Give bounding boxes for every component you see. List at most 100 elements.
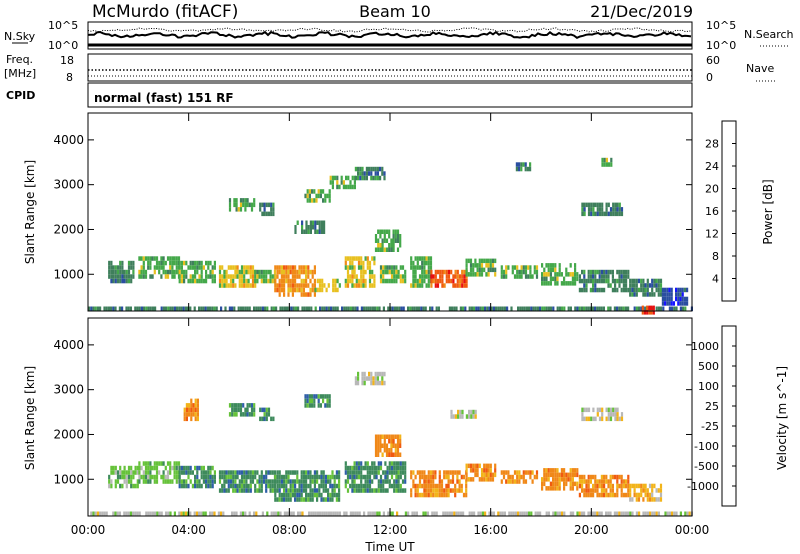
data-cell: [351, 184, 354, 190]
data-cell: [138, 474, 141, 480]
data-cell: [627, 274, 630, 279]
data-cell: [213, 306, 216, 311]
data-cell: [382, 483, 385, 489]
data-cell: [218, 283, 222, 288]
data-cell: [465, 463, 468, 469]
data-cell: [243, 488, 246, 493]
data-cell: [196, 470, 199, 475]
data-cell: [418, 274, 422, 279]
data-cell: [260, 269, 263, 275]
data-cell: [465, 267, 468, 273]
data-cell: [187, 265, 190, 270]
data-cell: [427, 256, 430, 261]
data-cell: [327, 474, 330, 480]
data-cell: [317, 398, 320, 404]
data-cell: [556, 477, 559, 482]
data-cell: [596, 287, 599, 293]
data-cell: [649, 511, 652, 516]
data-cell: [327, 511, 330, 516]
data-cell: [529, 474, 532, 480]
data-cell: [294, 488, 297, 493]
data-cell: [627, 474, 630, 480]
data-cell: [616, 202, 619, 208]
data-cell: [322, 394, 325, 399]
data-cell: [388, 278, 391, 284]
data-cell: [238, 278, 241, 284]
data-cell: [317, 189, 320, 194]
data-cell: [376, 511, 379, 516]
data-cell: [301, 220, 304, 225]
data-cell: [164, 260, 167, 266]
data-cell: [554, 486, 557, 491]
data-cell: [270, 207, 273, 212]
data-cell: [274, 265, 277, 270]
data-cell: [386, 470, 389, 475]
data-cell: [427, 269, 430, 275]
data-cell: [455, 306, 458, 311]
data-cell: [633, 492, 636, 498]
data-cell: [414, 492, 417, 498]
data-cell: [576, 486, 579, 491]
data-cell: [569, 486, 572, 491]
data-cell: [138, 306, 141, 311]
data-cell: [322, 497, 325, 502]
data-cell: [143, 306, 146, 311]
data-cell: [521, 511, 524, 516]
data-cell: [390, 439, 393, 444]
data-cell: [681, 296, 684, 302]
data-cell: [353, 265, 356, 270]
data-cell: [585, 479, 588, 484]
data-cell: [240, 265, 244, 270]
data-cell: [233, 403, 236, 408]
data-cell: [587, 416, 591, 422]
data-cell: [267, 407, 271, 413]
data-cell: [319, 403, 322, 408]
data-cell: [237, 306, 240, 311]
data-cell: [554, 281, 557, 286]
data-cell: [240, 278, 244, 284]
data-cell: [200, 470, 203, 475]
data-cell: [620, 479, 623, 484]
data-cell: [394, 448, 397, 453]
data-cell: [572, 511, 575, 516]
data-cell: [427, 265, 430, 270]
data-cell: [307, 269, 310, 275]
data-cell: [169, 260, 172, 266]
data-cell: [313, 470, 316, 475]
data-cell: [404, 474, 407, 480]
data-cell: [385, 434, 389, 439]
data-cell: [443, 470, 446, 475]
data-cell: [127, 479, 131, 484]
data-cell: [278, 479, 281, 484]
data-cell: [522, 479, 525, 484]
data-cell: [633, 483, 636, 489]
data-cell: [457, 511, 460, 516]
data-cell: [412, 479, 415, 484]
data-cell: [182, 306, 185, 311]
data-cell: [96, 306, 99, 311]
data-cell: [535, 269, 539, 275]
data-cell: [209, 474, 212, 480]
data-cell: [465, 468, 468, 473]
data-cell: [209, 260, 212, 266]
data-cell: [309, 497, 312, 502]
data-cell: [393, 269, 396, 275]
data-cell: [256, 278, 259, 284]
data-cell: [321, 283, 324, 288]
data-cell: [351, 483, 354, 489]
data-cell: [681, 287, 684, 293]
data-cell: [144, 461, 148, 466]
data-cell: [374, 175, 377, 181]
data-cell: [609, 306, 612, 311]
data-cell: [625, 283, 628, 288]
data-cell: [296, 274, 299, 279]
data-cell: [410, 265, 413, 270]
data-cell: [571, 477, 574, 482]
data-cell: [364, 474, 367, 480]
data-cell: [198, 479, 201, 484]
data-cell: [329, 497, 332, 502]
data-cell: [101, 511, 104, 516]
data-cell: [353, 283, 356, 288]
data-cell: [374, 371, 377, 377]
data-cell: [127, 474, 131, 480]
